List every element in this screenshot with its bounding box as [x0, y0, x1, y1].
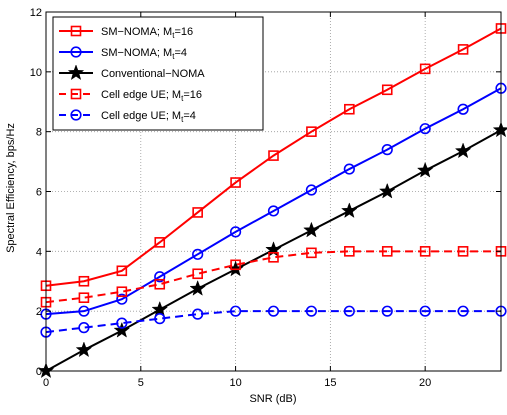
- legend-label: Cell edge UE; Mt=16: [101, 89, 202, 103]
- legend: SM−NOMA; Mt=16 SM−NOMA; Mt=4 Conventional−…: [52, 16, 264, 131]
- data-point: [419, 123, 431, 135]
- data-point: [268, 150, 279, 161]
- data-point: [116, 265, 128, 277]
- legend-label: SM−NOMA; Mt=16: [101, 26, 193, 40]
- data-point: [116, 286, 128, 298]
- data-point: [344, 246, 355, 257]
- legend-marker: [70, 25, 82, 37]
- data-point: [454, 142, 472, 159]
- data-point: [267, 205, 280, 217]
- legend-entry: Cell edge UE; Mt=16: [59, 88, 202, 103]
- series-line: [45, 27, 502, 287]
- data-point: [78, 292, 90, 304]
- legend-marker: [70, 109, 82, 121]
- data-point: [343, 305, 355, 317]
- data-point: [154, 271, 166, 283]
- y-tick-label: 10: [30, 67, 42, 79]
- data-point: [344, 103, 355, 115]
- data-point: [457, 103, 469, 115]
- data-point: [419, 246, 431, 257]
- data-point: [457, 246, 469, 257]
- series-line: [45, 250, 501, 304]
- series-3: [37, 121, 507, 379]
- data-point: [192, 248, 204, 260]
- data-point: [306, 247, 317, 259]
- data-point: [113, 321, 131, 338]
- data-point: [341, 202, 358, 219]
- data-point: [78, 322, 90, 334]
- legend-label: Conventional−NOMA: [101, 68, 205, 80]
- data-point: [229, 226, 242, 238]
- data-point: [381, 305, 393, 317]
- data-point: [230, 177, 241, 188]
- data-point: [381, 246, 393, 257]
- ticks: 0 5 10 15 20 0 2 4 6 8 10 12: [30, 7, 501, 389]
- data-point: [151, 300, 169, 317]
- data-point: [305, 305, 318, 317]
- data-point: [303, 221, 320, 238]
- x-tick-label: 10: [229, 377, 241, 389]
- data-point: [154, 278, 166, 290]
- legend-marker: [70, 46, 82, 58]
- y-tick-label: 6: [36, 187, 42, 199]
- y-axis-label: Spectral Efficiency, bps/Hz: [5, 123, 17, 253]
- series-5: [40, 305, 507, 338]
- legend-entry: SM−NOMA; Mt=16: [59, 25, 193, 40]
- data-point: [229, 305, 242, 317]
- x-tick-label: 20: [419, 377, 431, 389]
- x-tick-label: 5: [138, 377, 144, 389]
- y-tick-label: 4: [36, 246, 42, 258]
- data-point: [192, 268, 203, 280]
- data-point: [154, 313, 166, 325]
- data-point: [306, 126, 317, 137]
- x-tick-label: 15: [324, 377, 336, 389]
- data-point: [457, 305, 469, 317]
- data-point: [268, 252, 279, 263]
- x-tick-label: 0: [43, 377, 49, 389]
- y-tick-label: 12: [30, 7, 42, 19]
- data-point: [154, 237, 166, 248]
- data-point: [419, 305, 431, 317]
- legend-label: Cell edge UE; Mt=4: [101, 110, 196, 124]
- x-axis-label: SNR (dB): [249, 393, 296, 405]
- legend-entry: SM−NOMA; Mt=4: [59, 46, 187, 61]
- data-point: [419, 63, 431, 75]
- data-point: [416, 161, 434, 178]
- y-tick-label: 8: [36, 127, 42, 139]
- series-line: [45, 87, 502, 316]
- data-point: [78, 305, 90, 317]
- y-tick-label: 2: [36, 306, 42, 318]
- data-point: [116, 317, 128, 329]
- data-point: [381, 144, 393, 156]
- legend-marker: [70, 88, 82, 100]
- data-point: [230, 259, 241, 271]
- data-point: [192, 207, 203, 218]
- data-point: [116, 293, 128, 305]
- data-point: [343, 163, 355, 175]
- legend-entry: Conventional−NOMA: [59, 64, 205, 81]
- data-point: [192, 308, 204, 320]
- data-point: [75, 341, 93, 358]
- data-point: [78, 275, 90, 287]
- legend-label: SM−NOMA; Mt=4: [101, 47, 187, 61]
- legend-marker: [67, 64, 85, 81]
- series-line: [45, 310, 501, 334]
- data-point: [381, 84, 393, 96]
- data-point: [189, 279, 206, 296]
- data-point: [457, 44, 469, 55]
- data-point: [378, 182, 396, 199]
- legend-entry: Cell edge UE; Mt=4: [59, 109, 196, 124]
- data-point: [267, 305, 280, 317]
- data-point: [305, 184, 318, 196]
- y-tick-label: 0: [36, 366, 42, 378]
